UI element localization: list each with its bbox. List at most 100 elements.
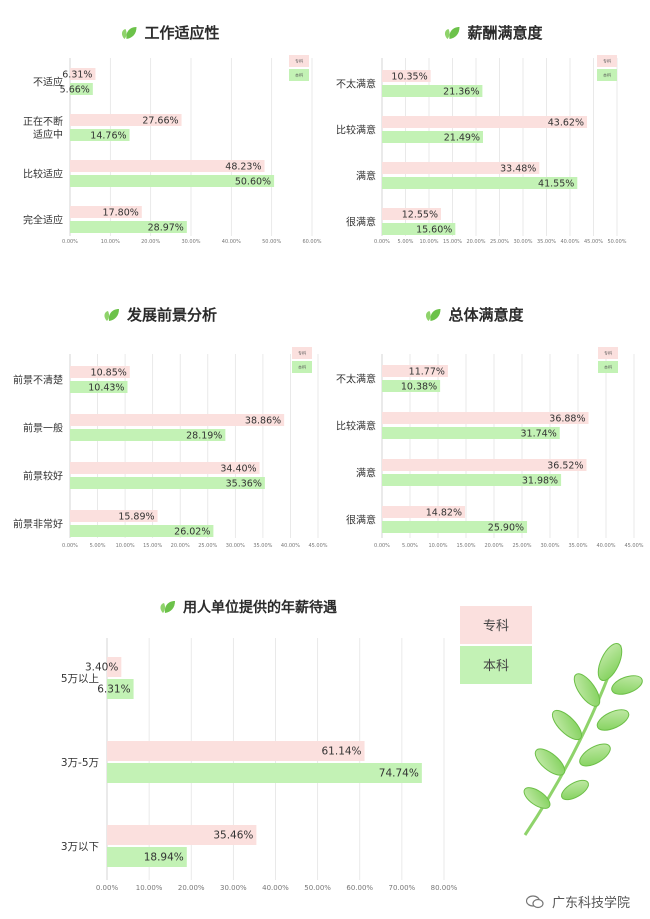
bar-zhuanke [382, 162, 540, 174]
watermark: 广东科技学院 [525, 892, 630, 911]
x-tick-label: 0.00% [374, 239, 390, 245]
x-tick-label: 5.00% [90, 543, 106, 549]
category-label: 前景不清楚 [13, 374, 63, 387]
bar-benke [382, 131, 484, 143]
x-tick-label: 15.00% [443, 239, 462, 245]
leaf-icon [425, 309, 441, 321]
chart-development-prospect: 发展前景分析 0.00% 5.00% 10.00% 15.00% 20.00% 25.00%… [13, 306, 328, 549]
bar-zhuanke [70, 462, 260, 474]
data-label: 74.74% [379, 768, 419, 780]
data-label: 17.80% [103, 208, 139, 219]
x-tick-label: 30.00% [540, 543, 559, 549]
x-tick-label: 20.00% [178, 884, 205, 892]
legend-label: 专科 [603, 58, 611, 64]
category-label: 不太满意 [336, 373, 376, 386]
data-label: 38.86% [245, 416, 281, 427]
bar-zhuanke [382, 459, 587, 471]
x-tick-label: 10.00% [419, 239, 438, 245]
data-label: 28.97% [148, 223, 184, 234]
legend-label: 本科 [603, 72, 611, 78]
data-label: 14.82% [426, 508, 462, 519]
legend-swatch-zhuanke [598, 347, 618, 359]
x-tick-label: 5.00% [402, 543, 418, 549]
x-tick-label: 45.00% [584, 239, 603, 245]
bar-benke [70, 175, 275, 187]
legend-swatch-benke [289, 69, 309, 81]
x-tick-label: 0.00% [374, 543, 390, 549]
x-tick-label: 60.00% [302, 239, 321, 245]
x-tick-label: 35.00% [253, 543, 272, 549]
data-label: 31.98% [522, 476, 558, 487]
x-tick-label: 80.00% [431, 884, 458, 892]
data-label: 6.31% [62, 70, 92, 81]
bar-benke [107, 763, 422, 783]
bar-zhuanke [70, 68, 96, 80]
legend-swatch-zhuanke [292, 347, 312, 359]
x-tick-label: 50.00% [607, 239, 626, 245]
category-label: 不太满意 [336, 78, 376, 91]
chart-annual-salary: 用人单位提供的年薪待遇 0.00% 10.00% 20.00% 30.00% 40.00%… [61, 599, 532, 892]
x-tick-label: 40.00% [281, 543, 300, 549]
x-tick-label: 40.00% [262, 884, 289, 892]
legend-swatch-benke [460, 646, 532, 684]
bar-zhuanke [70, 206, 142, 218]
x-tick-label: 35.00% [568, 543, 587, 549]
x-tick-label: 25.00% [490, 239, 509, 245]
data-label: 14.76% [90, 131, 126, 142]
data-label: 6.31% [97, 684, 130, 696]
x-tick-label: 50.00% [304, 884, 331, 892]
leaf-shape [430, 309, 441, 321]
chart-title: 薪酬满意度 [467, 24, 543, 42]
x-tick-label: 30.00% [513, 239, 532, 245]
legend-label: 本科 [483, 659, 509, 674]
bar-benke [70, 381, 128, 393]
category-label: 完全适应 [23, 214, 63, 227]
bar-zhuanke [107, 741, 365, 761]
x-tick-label: 5.00% [398, 239, 414, 245]
legend-swatch-benke [598, 361, 618, 373]
leaf-shape [121, 29, 127, 39]
x-tick-label: 70.00% [389, 884, 416, 892]
x-tick-label: 10.00% [101, 239, 120, 245]
leaf-shape [449, 27, 460, 39]
data-label: 27.66% [142, 116, 178, 127]
data-label: 3.40% [85, 662, 118, 674]
bar-zhuanke [382, 116, 588, 128]
data-label: 33.48% [500, 164, 536, 175]
bar-zhuanke [70, 414, 285, 426]
leaf-shape [126, 27, 137, 39]
chart-salary-satisfaction: 薪酬满意度 0.00% 5.00% 10.00% 15.00% 20.00% 25.00% 3… [336, 24, 627, 245]
chart-title: 工作适应性 [144, 24, 219, 42]
data-label: 25.90% [488, 523, 524, 534]
category-label: 满意 [356, 467, 376, 480]
bar-benke [70, 221, 187, 233]
bar-benke [70, 429, 226, 441]
data-label: 26.02% [174, 527, 210, 538]
category-label: 3万-5万 [61, 757, 99, 769]
x-tick-label: 20.00% [171, 543, 190, 549]
chart-title: 总体满意度 [448, 306, 524, 324]
x-tick-label: 0.00% [62, 543, 78, 549]
x-tick-label: 30.00% [226, 543, 245, 549]
bar-zhuanke [70, 160, 265, 172]
data-label: 34.40% [220, 464, 256, 475]
bar-benke [382, 474, 562, 486]
bar-benke [70, 477, 265, 489]
x-tick-label: 15.00% [143, 543, 162, 549]
chart-root: 总体满意度 0.00% 5.00% 10.00% 15.00% 20.00% 25.00% 3… [336, 306, 644, 549]
legend-swatch-benke [597, 69, 617, 81]
category-label: 适应中 [33, 128, 63, 141]
x-tick-label: 25.00% [512, 543, 531, 549]
data-label: 36.52% [547, 461, 583, 472]
x-tick-label: 0.00% [96, 884, 119, 892]
bar-benke [107, 847, 187, 867]
data-label: 28.19% [186, 431, 222, 442]
legend-label: 专科 [483, 619, 509, 634]
bar-benke [382, 223, 456, 235]
data-label: 10.35% [391, 72, 427, 83]
chart-root: 薪酬满意度 0.00% 5.00% 10.00% 15.00% 20.00% 25.00% 3… [336, 24, 627, 245]
chart-title: 用人单位提供的年薪待遇 [183, 599, 337, 616]
chart-title: 发展前景分析 [126, 306, 217, 324]
bar-zhuanke [107, 657, 122, 677]
x-tick-label: 25.00% [198, 543, 217, 549]
